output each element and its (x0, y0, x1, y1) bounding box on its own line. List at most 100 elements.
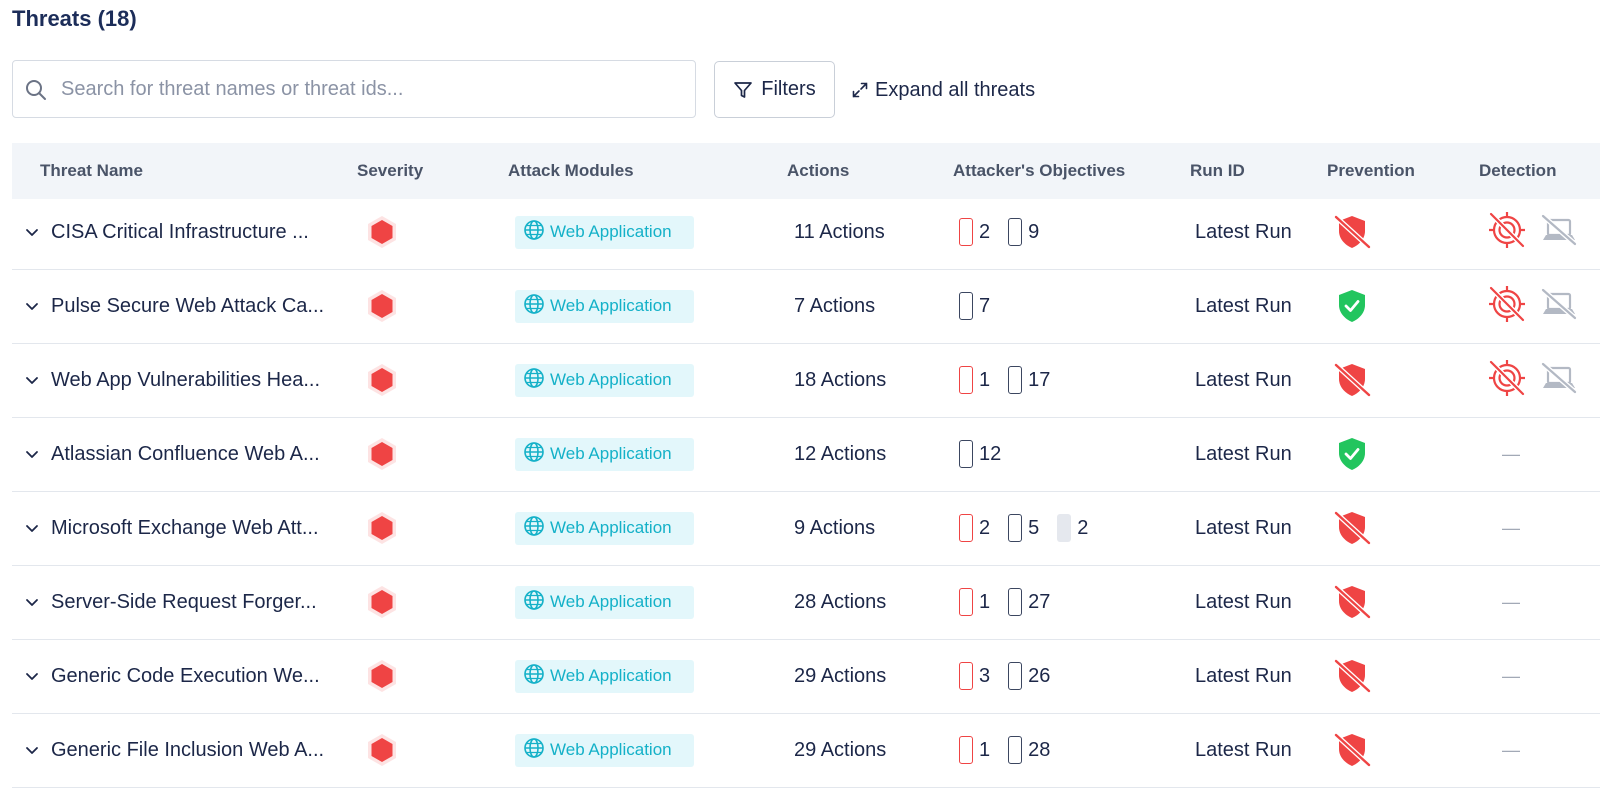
search-input[interactable] (61, 61, 681, 117)
attack-module: Web Application (515, 565, 694, 639)
target-off-icon (1486, 358, 1528, 403)
chevron-down-icon[interactable] (22, 417, 42, 491)
laptop-off-icon (1539, 213, 1579, 252)
objective-group: 12 (959, 440, 1001, 468)
threat-name[interactable]: Microsoft Exchange Web Att... (51, 491, 347, 565)
chevron-down-icon[interactable] (22, 713, 42, 787)
shield-off-icon (1332, 491, 1372, 565)
search-icon (26, 80, 46, 100)
threat-name[interactable]: Server-Side Request Forger... (51, 565, 347, 639)
objective-count: 2 (979, 220, 991, 243)
threat-name[interactable]: Generic File Inclusion Web A... (51, 713, 347, 787)
column-header-prevention[interactable]: Prevention (1327, 161, 1415, 180)
severity-high-icon (366, 417, 398, 491)
actions-count: 29 Actions (794, 738, 887, 761)
run-id[interactable]: Latest Run (1195, 590, 1292, 613)
severity-high-icon (366, 491, 398, 565)
table-row[interactable]: Generic File Inclusion Web A... Web Appli… (12, 713, 1600, 788)
threat-name-text: Server-Side Request Forger... (51, 590, 317, 613)
column-header-attackers-objectives[interactable]: Attacker's Objectives (953, 161, 1126, 180)
severity-high-icon (366, 195, 398, 269)
chevron-down-icon[interactable] (22, 195, 42, 269)
shield-off-icon (1332, 343, 1372, 417)
laptop-off-icon (1539, 287, 1579, 326)
detection-status (1486, 195, 1579, 269)
threat-name-text: Pulse Secure Web Attack Ca... (51, 294, 325, 317)
run-id[interactable]: Latest Run (1195, 220, 1292, 243)
threat-name[interactable]: Generic Code Execution We... (51, 639, 347, 713)
threat-name[interactable]: Web App Vulnerabilities Hea... (51, 343, 347, 417)
attack-module-badge: Web Application (515, 215, 694, 249)
objective-count: 7 (979, 294, 991, 317)
target-off-icon (1486, 284, 1528, 329)
search-box[interactable] (12, 60, 696, 118)
table-row[interactable]: Atlassian Confluence Web A... Web Applica… (12, 417, 1600, 492)
column-header-actions[interactable]: Actions (787, 161, 850, 180)
column-header-run-id[interactable]: Run ID (1190, 161, 1245, 180)
detection-status (1486, 343, 1579, 417)
attack-module-badge: Web Application (515, 659, 694, 693)
chevron-down-icon[interactable] (22, 639, 42, 713)
target-off-icon (1486, 210, 1528, 255)
attackers-objectives: 7 (959, 269, 1002, 343)
chevron-down-icon[interactable] (22, 343, 42, 417)
chevron-down-icon[interactable] (22, 491, 42, 565)
objective-red-icon (959, 588, 973, 616)
run-id[interactable]: Latest Run (1195, 294, 1292, 317)
attackers-objectives: 1 27 (959, 565, 1062, 639)
objective-group: 26 (1008, 662, 1050, 690)
objective-count: 1 (979, 590, 991, 613)
threat-name-text: Generic File Inclusion Web A... (51, 738, 325, 761)
threat-name[interactable]: CISA Critical Infrastructure ... (51, 195, 347, 269)
laptop-off-icon (1539, 361, 1579, 400)
attackers-objectives: 1 28 (959, 713, 1062, 787)
attack-module-label: Web Application (550, 222, 672, 241)
table-header: Threat Name Severity Attack Modules Acti… (12, 143, 1600, 199)
severity-high-icon (366, 639, 398, 713)
threat-name[interactable]: Pulse Secure Web Attack Ca... (51, 269, 347, 343)
shield-off-icon (1332, 639, 1372, 713)
run-id[interactable]: Latest Run (1195, 664, 1292, 687)
objective-count: 3 (979, 664, 991, 687)
actions-count: 9 Actions (794, 516, 876, 539)
threat-name[interactable]: Atlassian Confluence Web A... (51, 417, 347, 491)
actions-count: 11 Actions (794, 220, 885, 243)
objective-group: 27 (1008, 588, 1050, 616)
run-id[interactable]: Latest Run (1195, 442, 1292, 465)
objective-count: 17 (1028, 368, 1051, 391)
table-row[interactable]: Pulse Secure Web Attack Ca... Web Applica… (12, 269, 1600, 344)
threat-name-text: Web App Vulnerabilities Hea... (51, 368, 321, 391)
expand-all-button[interactable]: Expand all threats (851, 75, 1035, 105)
run-id[interactable]: Latest Run (1195, 516, 1292, 539)
attack-module-badge: Web Application (515, 437, 694, 471)
table-row[interactable]: Microsoft Exchange Web Att... Web Applica… (12, 491, 1600, 566)
objective-count: 1 (979, 738, 991, 761)
attack-module-label: Web Application (550, 518, 672, 537)
threat-name-text: Generic Code Execution We... (51, 664, 320, 687)
objective-group: 3 (959, 662, 990, 690)
column-header-threat-name[interactable]: Threat Name (40, 161, 143, 180)
column-header-severity[interactable]: Severity (357, 161, 424, 180)
run-id[interactable]: Latest Run (1195, 368, 1292, 391)
objective-group: 17 (1008, 366, 1050, 394)
detection-empty: — (1502, 517, 1520, 538)
attack-module-label: Web Application (550, 370, 672, 389)
globe-icon (523, 441, 545, 468)
table-row[interactable]: Web App Vulnerabilities Hea... Web Applic… (12, 343, 1600, 418)
filters-button[interactable]: Filters (714, 61, 835, 118)
attack-module: Web Application (515, 491, 694, 565)
objective-gray-icon (1057, 514, 1072, 542)
run-id[interactable]: Latest Run (1195, 738, 1292, 761)
table-row[interactable]: CISA Critical Infrastructure ... Web Appl… (12, 195, 1600, 270)
column-header-detection[interactable]: Detection (1479, 161, 1557, 180)
attack-module: Web Application (515, 639, 694, 713)
actions-count: 28 Actions (794, 590, 887, 613)
chevron-down-icon[interactable] (22, 565, 42, 639)
column-header-attack-modules[interactable]: Attack Modules (508, 161, 634, 180)
table-row[interactable]: Generic Code Execution We... Web Applicat… (12, 639, 1600, 714)
chevron-down-icon[interactable] (22, 269, 42, 343)
table-row[interactable]: Server-Side Request Forger... Web Applica… (12, 565, 1600, 640)
objective-count: 2 (1077, 516, 1089, 539)
filters-label: Filters (761, 78, 816, 100)
